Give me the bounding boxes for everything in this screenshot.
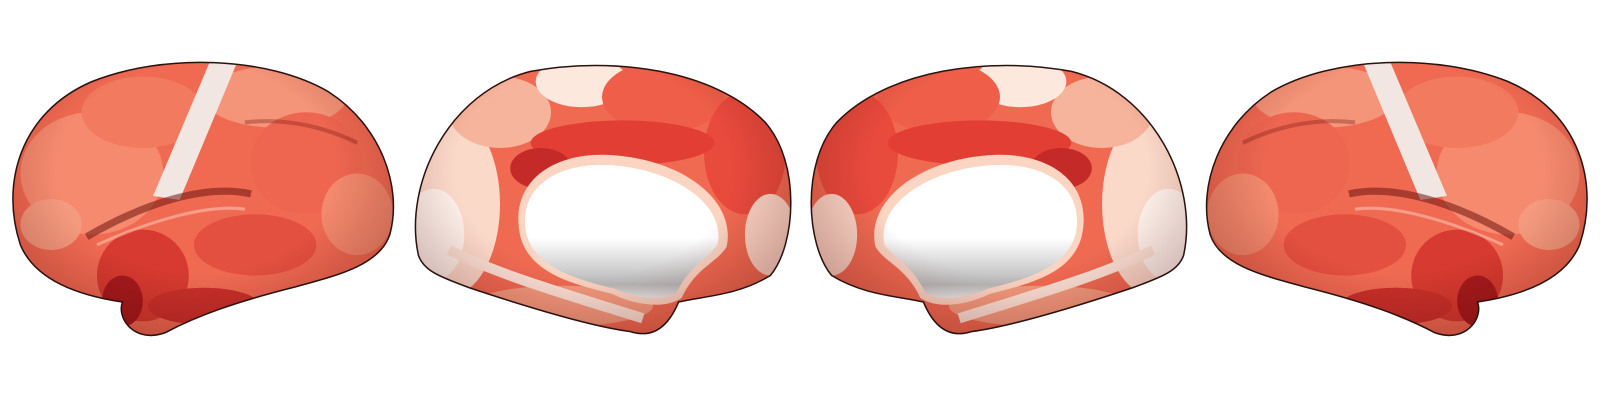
left-medial-view: [398, 41, 806, 347]
brain-views: [0, 41, 1600, 347]
right-lateral-view: [1192, 41, 1600, 347]
right-medial-view: [796, 41, 1204, 347]
left-lateral-view: [0, 41, 408, 347]
